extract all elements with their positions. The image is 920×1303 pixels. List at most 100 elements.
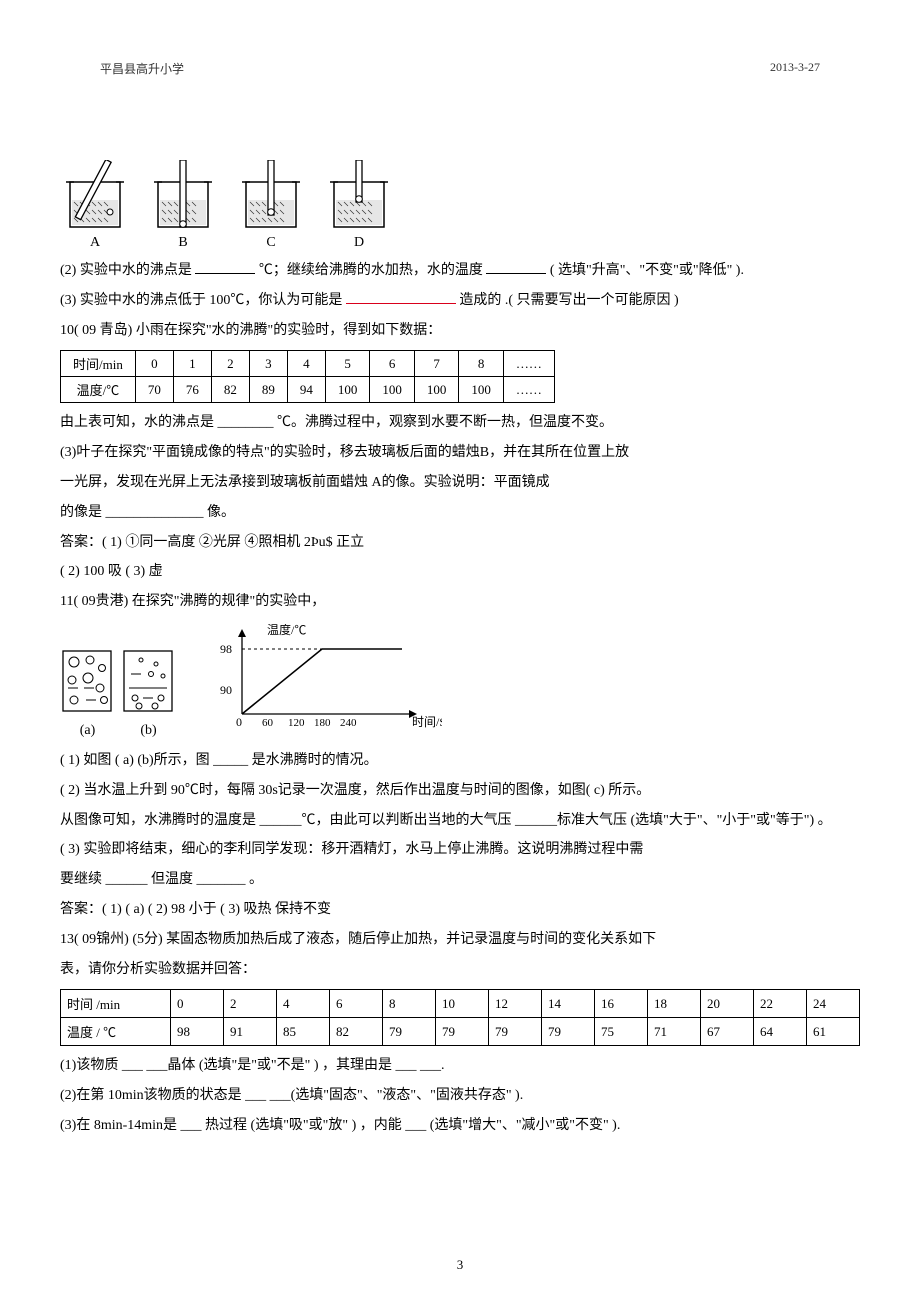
q10-f2: 一光屏，发现在光屏上无法承接到玻璃板前面蜡烛 A的像。实验说明：平面镜成 (60, 471, 860, 495)
cell: 94 (287, 377, 325, 403)
cell: …… (503, 377, 554, 403)
beaker-a-label: A (90, 235, 100, 251)
cell: 6 (330, 990, 383, 1018)
q11-l4: 要继续 ______ 但温度 _______ 。 (60, 868, 860, 892)
cell: 20 (701, 990, 754, 1018)
beaker-d: D (324, 160, 394, 251)
cell: 79 (489, 1018, 542, 1046)
xtick-0: 0 (236, 715, 242, 729)
q10-f3: 的像是 ______________ 像。 (60, 501, 860, 525)
cell: 5 (325, 351, 370, 377)
cell: 8 (383, 990, 436, 1018)
cell: 0 (171, 990, 224, 1018)
cell: 100 (325, 377, 370, 403)
cell: 14 (542, 990, 595, 1018)
fig11-row: (a) (b) (60, 624, 860, 739)
q10-intro: 10( 09 青岛) 小雨在探究"水的沸腾"的实验时，得到如下数据： (60, 319, 860, 343)
beaker-c: C (236, 160, 306, 251)
cell: 67 (701, 1018, 754, 1046)
axis-y-label: 温度/℃ (267, 624, 306, 637)
table-row: 时间/min 0 1 2 3 4 5 6 7 8 …… (61, 351, 555, 377)
cell: 6 (370, 351, 415, 377)
q10-ans0: 答案：( 1) ①同一高度 ②光屏 ④照相机 2Þu$ 正立 (60, 531, 860, 555)
cell: 0 (135, 351, 173, 377)
page-content: A B (60, 160, 860, 1138)
cell: 85 (277, 1018, 330, 1046)
q3-after: 造成的 .( 只需要写出一个可能原因 ) (459, 293, 678, 308)
cell: 温度 / ℃ (61, 1018, 171, 1046)
q11-l1: ( 2) 当水温上升到 90℃时，每隔 30s记录一次温度，然后作出温度与时间的… (60, 779, 860, 803)
cell: 82 (330, 1018, 383, 1046)
cell: 4 (287, 351, 325, 377)
ytick-90: 90 (220, 683, 232, 697)
q2-blank2 (486, 260, 546, 274)
q13-l2: (3)在 8min-14min是 ___ 热过程 (选填"吸"或"放" ) ，内… (60, 1114, 860, 1138)
cell: 100 (370, 377, 415, 403)
q2-suffix: ( 选填"升高"、"不变"或"降低" ). (550, 263, 744, 278)
cell: 24 (807, 990, 860, 1018)
q13-l1: (2)在第 10min该物质的状态是 ___ ___(选填"固态"、"液态"、"… (60, 1084, 860, 1108)
q11-l3: ( 3) 实验即将结束，细心的李利同学发现：移开酒精灯，水马上停止沸腾。这说明沸… (60, 838, 860, 862)
fig11-b-label: (b) (121, 723, 176, 739)
table-row: 温度 / ℃ 98 91 85 82 79 79 79 79 75 71 67 … (61, 1018, 860, 1046)
cell: 2 (224, 990, 277, 1018)
q10-f1: (3)叶子在探究"平面镜成像的特点"的实验时，移去玻璃板后面的蜡烛B，并在其所在… (60, 441, 860, 465)
cell: 89 (249, 377, 287, 403)
table-row: 时间 /min 0 2 4 6 8 10 12 14 16 18 20 22 2… (61, 990, 860, 1018)
cell: 3 (249, 351, 287, 377)
xtick-180: 180 (314, 717, 331, 729)
beaker-row: A B (60, 160, 860, 251)
beaker-b: B (148, 160, 218, 251)
q10-ans1: ( 2) 100 吸 ( 3) 虚 (60, 560, 860, 584)
header-left: 平昌县高升小学 (100, 60, 184, 77)
cell: 98 (171, 1018, 224, 1046)
cell: 91 (224, 1018, 277, 1046)
cell: 22 (754, 990, 807, 1018)
cell: 18 (648, 990, 701, 1018)
fig11-graph: 温度/℃ 时间/S 98 90 0 60 120 180 240 (212, 624, 442, 739)
cell: 4 (277, 990, 330, 1018)
ytick-98: 98 (220, 642, 232, 656)
cell: 100 (459, 377, 504, 403)
q11-l2: 从图像可知，水沸腾时的温度是 ______℃，由此可以判断出当地的大气压 ___… (60, 809, 860, 833)
cell: …… (503, 351, 554, 377)
q13-l0: (1)该物质 ___ ___晶体 (选填"是"或"不是" ) ，其理由是 ___… (60, 1054, 860, 1078)
q10-f0: 由上表可知，水的沸点是 ________ ℃。沸腾过程中，观察到水要不断一热，但… (60, 411, 860, 435)
q2-unit: ℃；继续给沸腾的水加热，水的温度 (259, 263, 483, 278)
cell: 温度/℃ (61, 377, 136, 403)
beaker-c-label: C (266, 235, 275, 251)
cell: 8 (459, 351, 504, 377)
cell: 12 (489, 990, 542, 1018)
cell: 100 (414, 377, 459, 403)
fig11-box-b: (b) (121, 648, 176, 739)
question-2-line: (2) 实验中水的沸点是 ℃；继续给沸腾的水加热，水的温度 ( 选填"升高"、"… (60, 259, 860, 283)
q13-intro-1: 表，请你分析实验数据并回答： (60, 958, 860, 982)
cell: 时间 /min (61, 990, 171, 1018)
cell: 79 (383, 1018, 436, 1046)
page-number: 3 (0, 1257, 920, 1273)
q13-intro-0: 13( 09锦州) (5分) 某固态物质加热后成了液态，随后停止加热，并记录温度… (60, 928, 860, 952)
table-row: 温度/℃ 70 76 82 89 94 100 100 100 100 …… (61, 377, 555, 403)
cell: 70 (135, 377, 173, 403)
cell: 2 (211, 351, 249, 377)
table-q13: 时间 /min 0 2 4 6 8 10 12 14 16 18 20 22 2… (60, 989, 860, 1046)
beaker-a: A (60, 160, 130, 251)
cell: 1 (173, 351, 211, 377)
table-q10: 时间/min 0 1 2 3 4 5 6 7 8 …… 温度/℃ 70 76 8… (60, 350, 555, 403)
fig11-a-label: (a) (60, 723, 115, 739)
q2-prefix: (2) 实验中水的沸点是 (60, 263, 192, 278)
q3-line: (3) 实验中水的沸点低于 100℃，你认为可能是 (60, 293, 342, 308)
xtick-120: 120 (288, 717, 305, 729)
cell: 79 (542, 1018, 595, 1046)
cell: 71 (648, 1018, 701, 1046)
fig11-box-a: (a) (60, 648, 115, 739)
cell: 10 (436, 990, 489, 1018)
header-right: 2013-3-27 (770, 60, 820, 75)
q2-blank1 (195, 260, 255, 274)
q11-l0: ( 1) 如图 ( a) (b)所示，图 _____ 是水沸腾时的情况。 (60, 749, 860, 773)
q11-l5: 答案：( 1) ( a) ( 2) 98 小于 ( 3) 吸热 保持不变 (60, 898, 860, 922)
cell: 64 (754, 1018, 807, 1046)
xtick-60: 60 (262, 717, 274, 729)
cell: 76 (173, 377, 211, 403)
cell: 时间/min (61, 351, 136, 377)
